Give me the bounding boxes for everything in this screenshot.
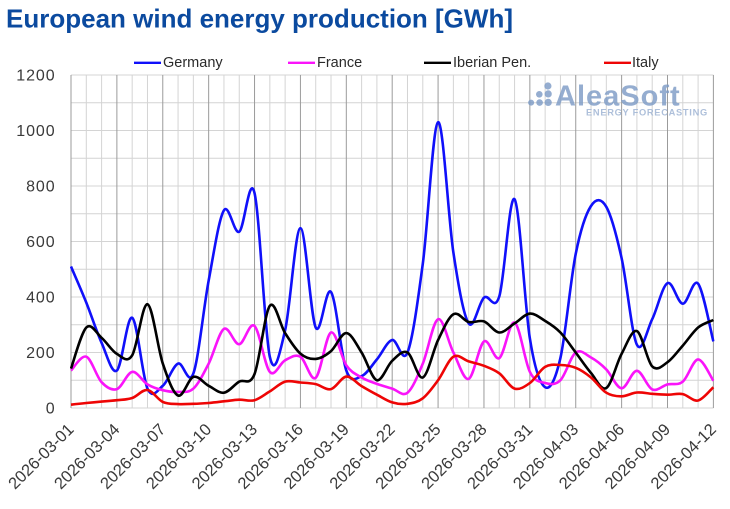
svg-text:AleaSoft: AleaSoft bbox=[555, 81, 681, 113]
svg-text:600: 600 bbox=[26, 234, 55, 251]
svg-text:Iberian Pen.: Iberian Pen. bbox=[453, 55, 531, 71]
svg-text:0: 0 bbox=[46, 401, 56, 418]
svg-text:European wind energy productio: European wind energy production [GWh] bbox=[6, 4, 513, 34]
svg-text:1000: 1000 bbox=[16, 123, 55, 140]
svg-text:200: 200 bbox=[26, 345, 55, 362]
svg-text:Italy: Italy bbox=[632, 55, 659, 71]
svg-text:800: 800 bbox=[26, 179, 55, 196]
svg-text:ENERGY FORECASTING: ENERGY FORECASTING bbox=[586, 108, 708, 118]
svg-text:400: 400 bbox=[26, 290, 55, 307]
svg-text:Germany: Germany bbox=[163, 55, 223, 71]
svg-text:France: France bbox=[317, 55, 362, 71]
svg-text:1200: 1200 bbox=[16, 68, 55, 85]
